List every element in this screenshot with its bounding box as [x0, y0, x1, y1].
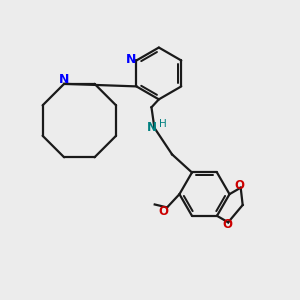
Text: O: O [158, 205, 169, 218]
Text: N: N [147, 122, 157, 134]
Text: H: H [159, 119, 167, 129]
Text: O: O [222, 218, 232, 231]
Text: O: O [235, 179, 244, 192]
Text: N: N [59, 73, 69, 86]
Text: N: N [126, 53, 136, 66]
